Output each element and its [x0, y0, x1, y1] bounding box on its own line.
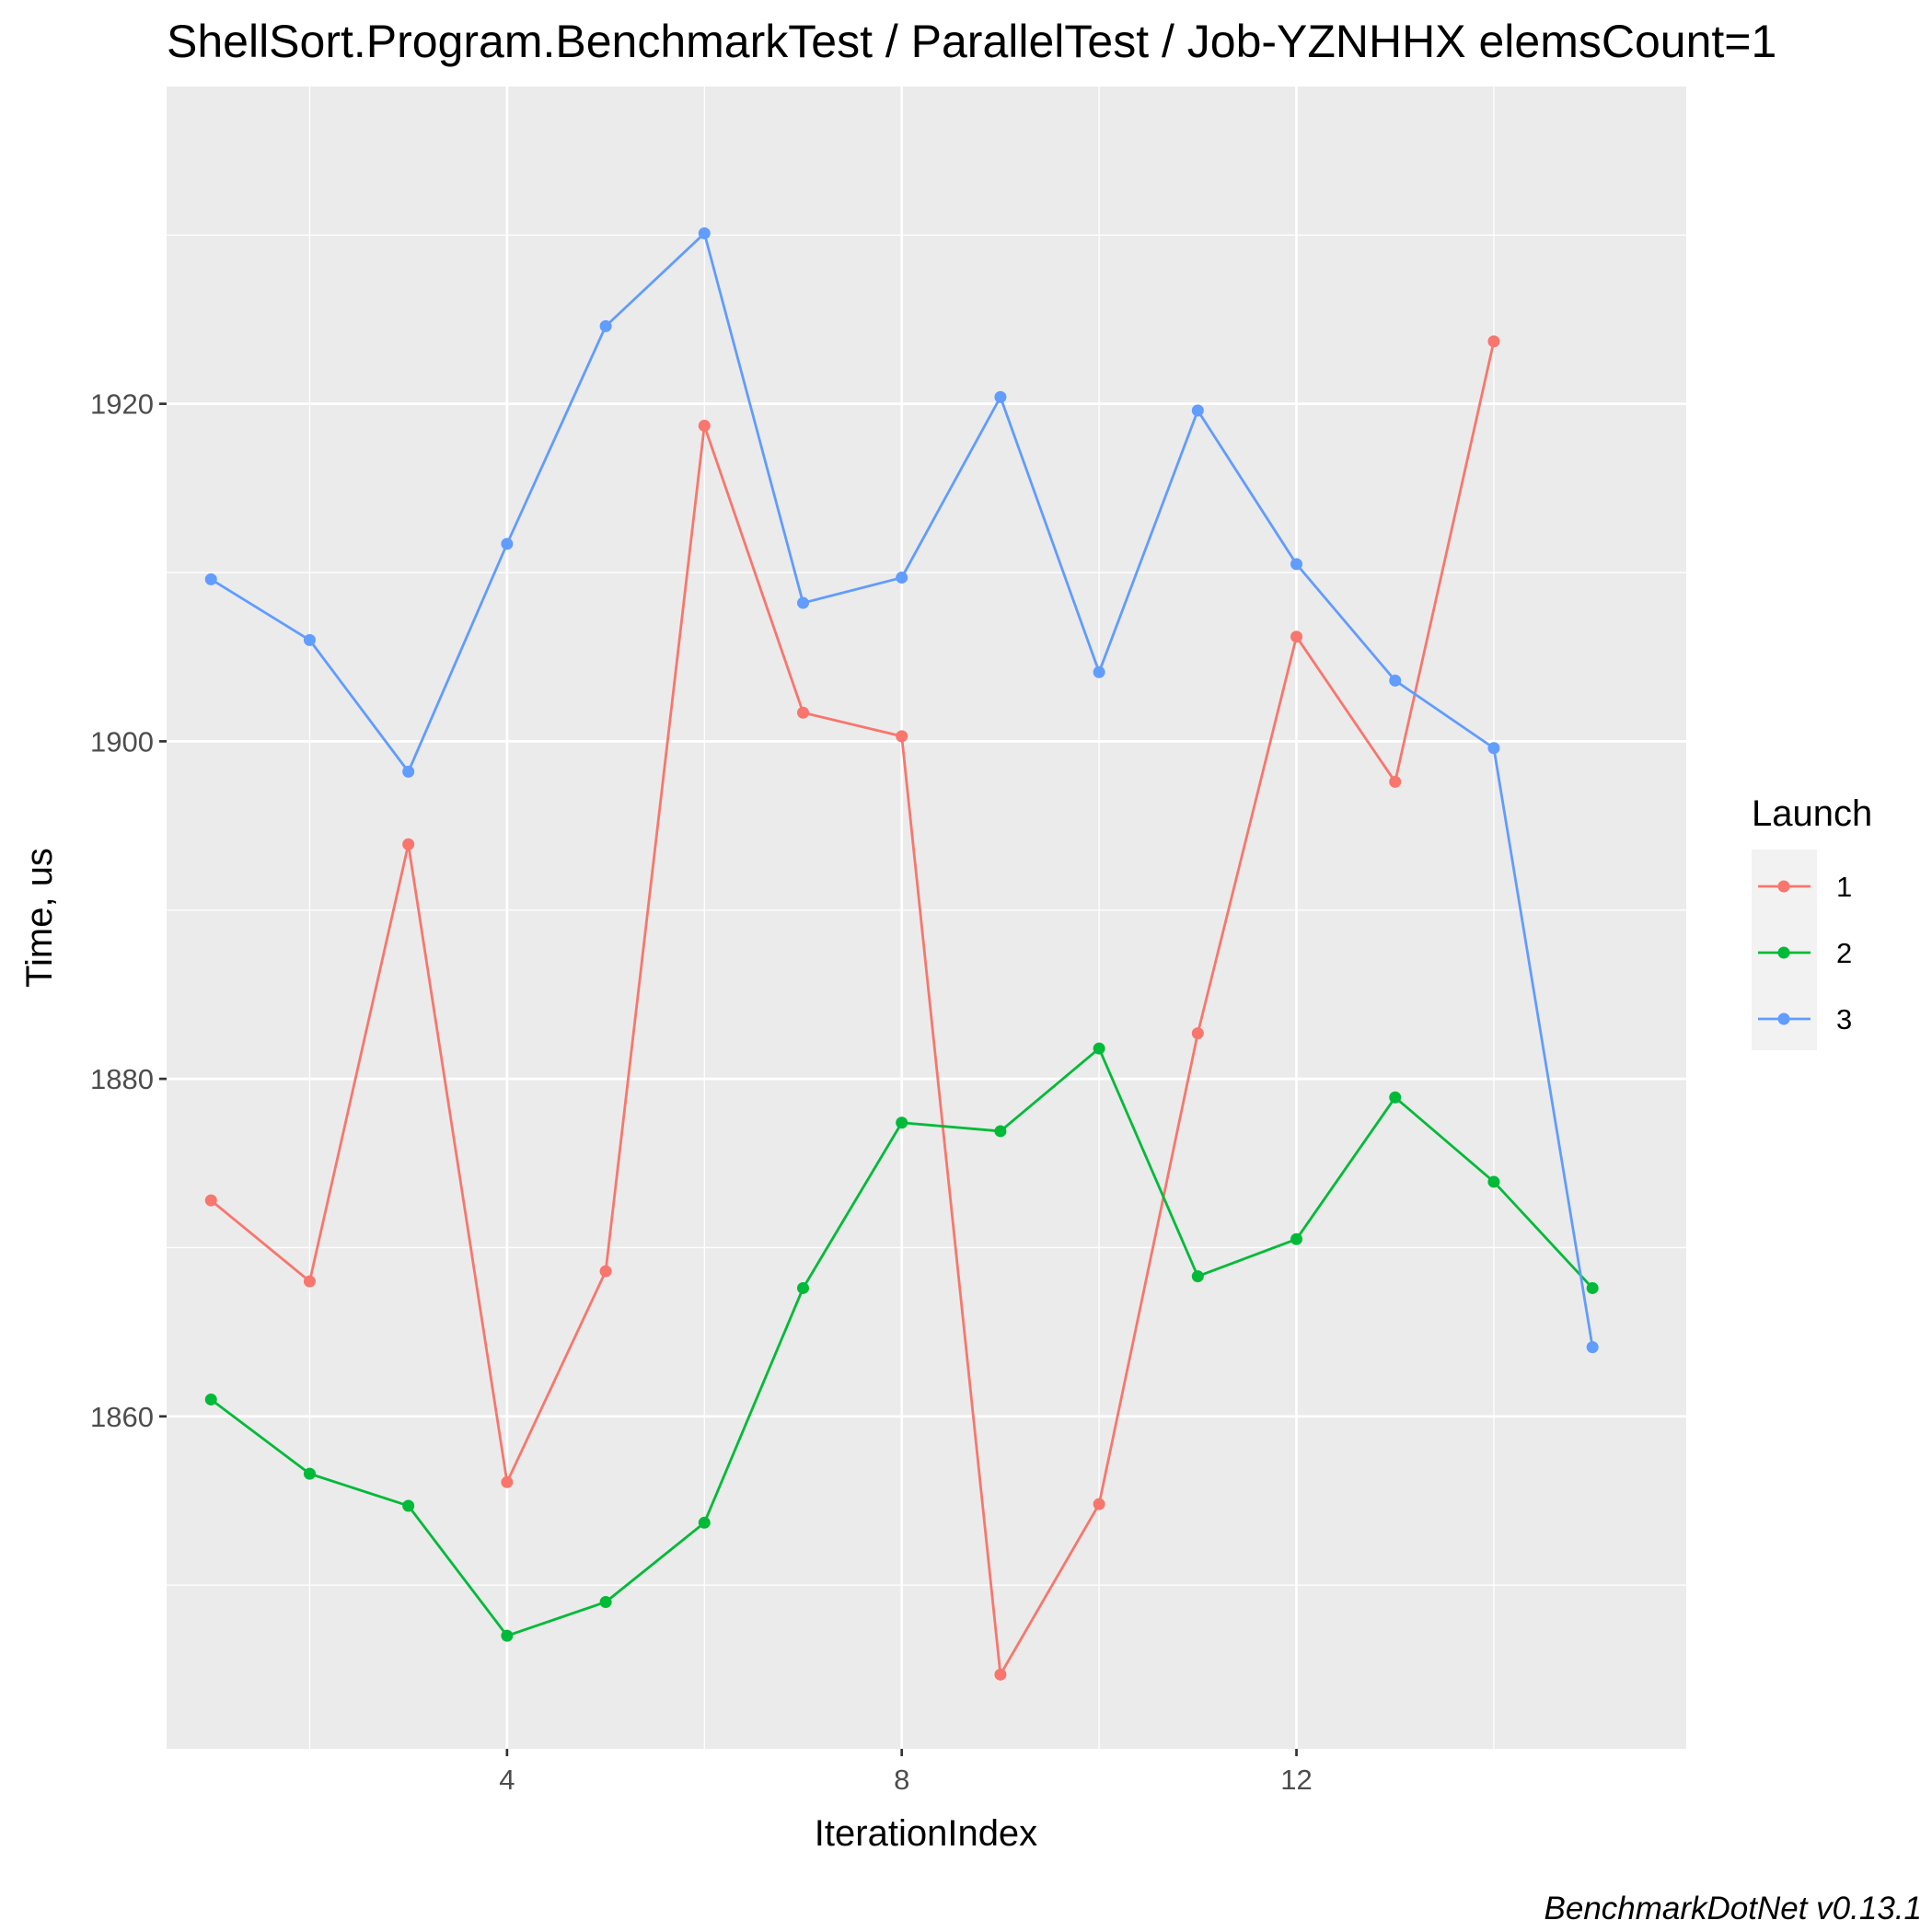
data-point: [1487, 742, 1500, 755]
data-point: [599, 319, 612, 332]
data-point: [402, 765, 415, 778]
data-point: [1290, 558, 1303, 571]
data-point: [402, 838, 415, 850]
series-2: [204, 1042, 1599, 1642]
legend: Launch 1 2 3: [1752, 793, 1872, 1050]
chart-caption: BenchmarkDotNet v0.13.1: [1544, 1891, 1922, 1926]
x-tick-label: 8: [894, 1764, 909, 1796]
data-point: [1487, 1175, 1500, 1188]
legend-label: 2: [1836, 937, 1852, 969]
data-point: [896, 730, 908, 743]
series-layer: [204, 227, 1599, 1681]
data-point: [1389, 775, 1402, 788]
series-3: [204, 227, 1599, 1354]
data-point: [1389, 1091, 1402, 1104]
legend-label: 1: [1836, 871, 1852, 903]
data-point: [501, 1629, 514, 1642]
series-line-1: [210, 341, 1496, 1676]
data-point: [1290, 1232, 1303, 1245]
data-point: [1093, 1498, 1105, 1510]
legend-item-3: 3: [1758, 1003, 1852, 1035]
data-point: [1093, 1042, 1105, 1055]
y-axis-title: Time, us: [19, 848, 60, 988]
legend-item-2: 2: [1758, 937, 1852, 969]
y-tick-label: 1900: [90, 725, 154, 758]
data-point: [1191, 1270, 1204, 1283]
legend-title: Launch: [1752, 793, 1872, 834]
data-point: [1389, 674, 1402, 687]
data-point: [1586, 1281, 1599, 1294]
data-point: [204, 1393, 217, 1406]
data-point: [698, 1516, 711, 1529]
major-gridlines: [167, 87, 1686, 1749]
data-point: [303, 1467, 316, 1480]
legend-key-point: [1777, 880, 1790, 893]
chart-title: ShellSort.Program.BenchmarkTest / Parall…: [167, 16, 1776, 67]
data-point: [599, 1265, 612, 1278]
legend-key-point: [1777, 1012, 1790, 1025]
data-point: [1191, 404, 1204, 417]
data-point: [303, 1275, 316, 1288]
series-1: [204, 335, 1500, 1681]
data-point: [501, 1475, 514, 1488]
y-tick-label: 1860: [90, 1401, 154, 1433]
legend-label: 3: [1836, 1003, 1852, 1035]
data-point: [1191, 1027, 1204, 1040]
minor-gridlines: [167, 87, 1686, 1749]
y-tick-label: 1880: [90, 1063, 154, 1095]
data-point: [1093, 665, 1105, 678]
data-point: [698, 227, 711, 240]
data-point: [796, 1281, 809, 1294]
data-point: [1290, 631, 1303, 643]
x-tick-label: 12: [1280, 1764, 1312, 1796]
data-point: [994, 1125, 1007, 1138]
data-point: [303, 633, 316, 646]
tick-labels: 4 8 12 1860 1880 1900 1920: [90, 388, 1313, 1796]
y-tick-label: 1920: [90, 388, 154, 421]
x-axis-title: IterationIndex: [815, 1813, 1037, 1854]
legend-key-point: [1777, 946, 1790, 959]
data-point: [1586, 1341, 1599, 1354]
data-point: [402, 1499, 415, 1512]
data-point: [204, 1194, 217, 1207]
data-point: [796, 596, 809, 609]
data-point: [599, 1595, 612, 1608]
data-point: [698, 420, 711, 433]
data-point: [1487, 335, 1500, 348]
data-point: [501, 538, 514, 550]
legend-item-1: 1: [1758, 871, 1852, 903]
data-point: [896, 572, 908, 584]
data-point: [994, 1668, 1007, 1681]
data-point: [204, 573, 217, 585]
plot-panel: [167, 87, 1686, 1749]
data-point: [896, 1116, 908, 1129]
axis-ticks: [159, 402, 1298, 1756]
legend-items: 1 2 3: [1758, 871, 1852, 1035]
data-point: [994, 390, 1007, 403]
x-tick-label: 4: [499, 1764, 515, 1796]
data-point: [796, 706, 809, 719]
